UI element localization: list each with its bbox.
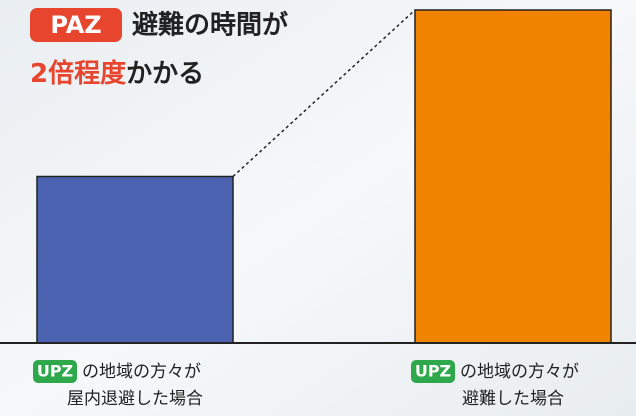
bar xyxy=(36,175,234,344)
category-label: 避難した場合 xyxy=(462,389,564,409)
category-label: 屋内退避した場合 xyxy=(67,389,203,409)
category-subject: の地域の方々が xyxy=(460,362,579,382)
title-highlight: 2倍程度 xyxy=(30,58,126,89)
title-badge-bg xyxy=(30,8,122,42)
category-badge-bg xyxy=(411,360,455,383)
connector xyxy=(232,9,416,178)
category-subject: の地域の方々が xyxy=(82,362,201,382)
title-rest: かかる xyxy=(126,59,204,89)
title-line2: 2倍程度かかる xyxy=(30,58,204,89)
category-badge: UPZ xyxy=(415,362,451,381)
category-badge-bg xyxy=(33,360,77,383)
category-badge: UPZ xyxy=(37,362,73,381)
bar xyxy=(414,9,612,344)
title-badge: PAZ xyxy=(50,11,101,39)
title-line1: 避難の時間が xyxy=(132,10,288,41)
